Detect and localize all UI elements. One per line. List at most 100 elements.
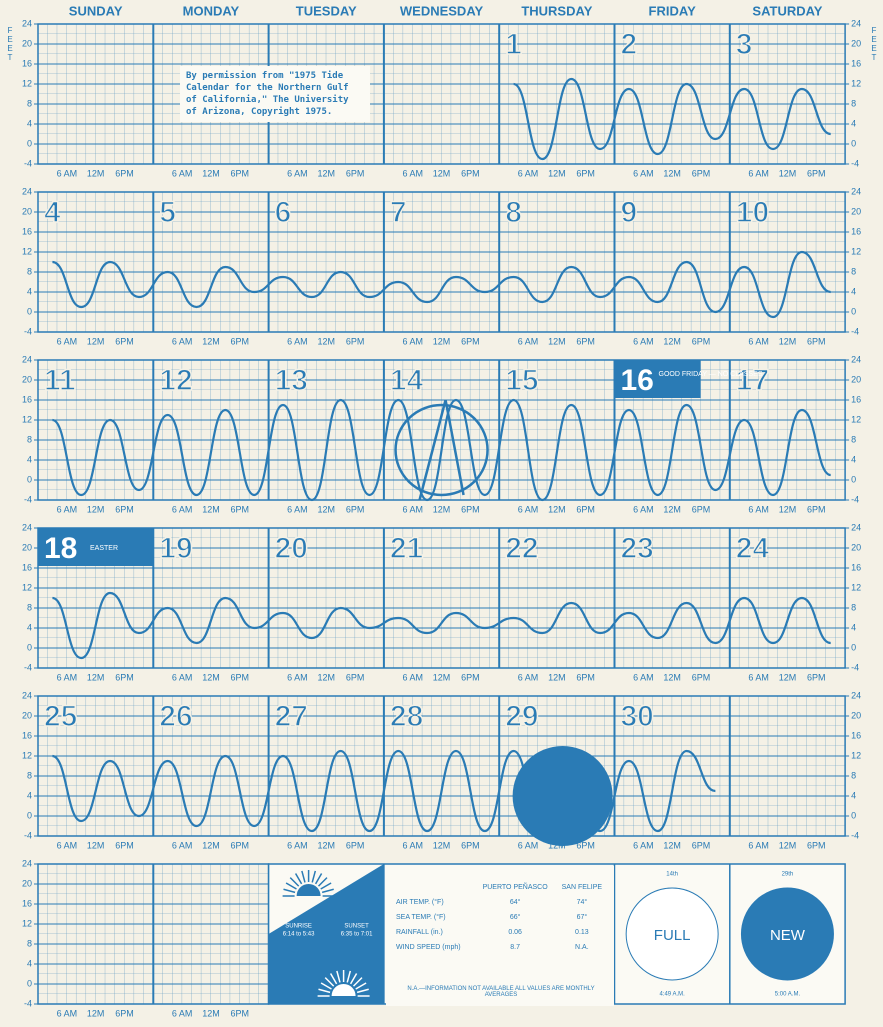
date-number: 29 (505, 700, 538, 733)
y-tick-label: 16 (22, 562, 32, 572)
time-label: 12M (663, 336, 681, 346)
time-label: 6PM (346, 336, 365, 346)
date-number: 4 (44, 196, 61, 229)
time-label: 12M (663, 504, 681, 514)
time-label: 12M (202, 840, 220, 850)
y-tick-label: 20 (22, 206, 32, 216)
date-number: 7 (390, 196, 407, 229)
y-tick-label: -4 (24, 326, 32, 336)
time-label: 6 AM (172, 336, 193, 346)
time-label: 6PM (576, 168, 595, 178)
time-label: 6 AM (633, 168, 654, 178)
climate-note: N.A.—INFORMATION NOT AVAILABLE ALL VALUE… (407, 986, 595, 998)
y-tick-label: 20 (851, 542, 861, 552)
date-number: 13 (275, 364, 308, 397)
sun-ray (301, 870, 306, 883)
time-label: 6PM (115, 504, 134, 514)
y-tick-label: 20 (22, 374, 32, 384)
date-number: 20 (275, 532, 308, 565)
date-number: 27 (275, 700, 308, 733)
time-label: 12M (548, 672, 566, 682)
y-tick-label: 8 (851, 770, 856, 780)
sun-ray (336, 970, 341, 983)
time-label: 6PM (692, 672, 711, 682)
y-tick-label: -4 (851, 830, 859, 840)
panel (37, 695, 846, 837)
row-label: AIR TEMP. (°F) (396, 899, 444, 906)
sun-ray (321, 888, 334, 894)
day-header: THURSDAY (521, 3, 592, 18)
time-label: 6PM (115, 1008, 134, 1018)
time-label: 6PM (576, 840, 595, 850)
time-label: 6PM (346, 168, 365, 178)
y-tick-label: 20 (22, 38, 32, 48)
y-tick-label: 8 (27, 434, 32, 444)
day-header: MONDAY (183, 3, 240, 18)
date-number: 10 (736, 196, 769, 229)
time-label: 6 AM (518, 168, 539, 178)
time-label: 6 AM (287, 168, 308, 178)
y-tick-label: -4 (24, 494, 32, 504)
time-label: 12M (317, 336, 335, 346)
date-number: 1 (505, 28, 522, 61)
time-label: 6 AM (402, 840, 423, 850)
time-label: 6PM (807, 504, 826, 514)
time-label: 6PM (346, 504, 365, 514)
time-label: 12M (663, 168, 681, 178)
time-label: 6 AM (402, 504, 423, 514)
y-tick-label: 16 (851, 562, 861, 572)
y-tick-label: 4 (851, 790, 856, 800)
column-header: SAN FELIPE (561, 884, 603, 891)
time-label: 6PM (576, 504, 595, 514)
moon-stamp (512, 746, 613, 846)
y-tick-label: 24 (22, 354, 32, 364)
sun-ray (311, 870, 317, 883)
y-tick-label: 4 (27, 454, 32, 464)
climate-table: PUERTO PEÑASCO SAN FELIPE AIR TEMP. (°F) 6… (386, 866, 614, 1006)
time-label: 6 AM (57, 672, 78, 682)
y-tick-label: 8 (27, 770, 32, 780)
time-label: 12M (433, 504, 451, 514)
y-tick-label: 12 (22, 750, 32, 760)
time-label: 12M (317, 672, 335, 682)
time-label: 6 AM (518, 672, 539, 682)
time-label: 6PM (807, 168, 826, 178)
time-label: 6PM (115, 336, 134, 346)
sun-band (268, 864, 384, 1004)
time-label: 6PM (461, 168, 480, 178)
day-header: TUESDAY (296, 3, 357, 18)
time-label: 6PM (115, 168, 134, 178)
y-tick-label: 0 (851, 810, 856, 820)
time-label: 6PM (231, 336, 250, 346)
y-tick-label: 24 (22, 18, 32, 28)
tide-curve (52, 250, 831, 319)
time-label: 6 AM (402, 336, 423, 346)
cell: 74° (576, 899, 588, 906)
y-tick-label: 20 (851, 374, 861, 384)
time-label: 12M (87, 1008, 105, 1018)
date-number: 15 (505, 364, 538, 397)
y-tick-label: 16 (851, 226, 861, 236)
row-label: SEA TEMP. (°F) (396, 914, 446, 921)
date-number: 23 (621, 532, 654, 565)
y-tick-label: 8 (27, 938, 32, 948)
date-number: 30 (621, 700, 654, 733)
y-tick-label: 0 (27, 138, 32, 148)
day-header: SATURDAY (752, 3, 822, 18)
time-label: 12M (779, 336, 797, 346)
y-tick-label: 20 (22, 710, 32, 720)
day-header: WEDNESDAY (400, 3, 484, 18)
moon (625, 887, 719, 981)
date-number: 25 (44, 700, 77, 733)
date-number: 24 (736, 532, 770, 565)
y-tick-label: 20 (851, 710, 861, 720)
sun-arc (296, 884, 321, 896)
hand-letter (418, 399, 465, 501)
y-tick-label: 24 (851, 690, 861, 700)
moon (740, 887, 834, 981)
time-label: 6 AM (633, 840, 654, 850)
cell: N.A. (575, 944, 589, 951)
y-tick-label: 0 (851, 642, 856, 652)
date-number: 26 (159, 700, 192, 733)
time-label: 12M (779, 168, 797, 178)
